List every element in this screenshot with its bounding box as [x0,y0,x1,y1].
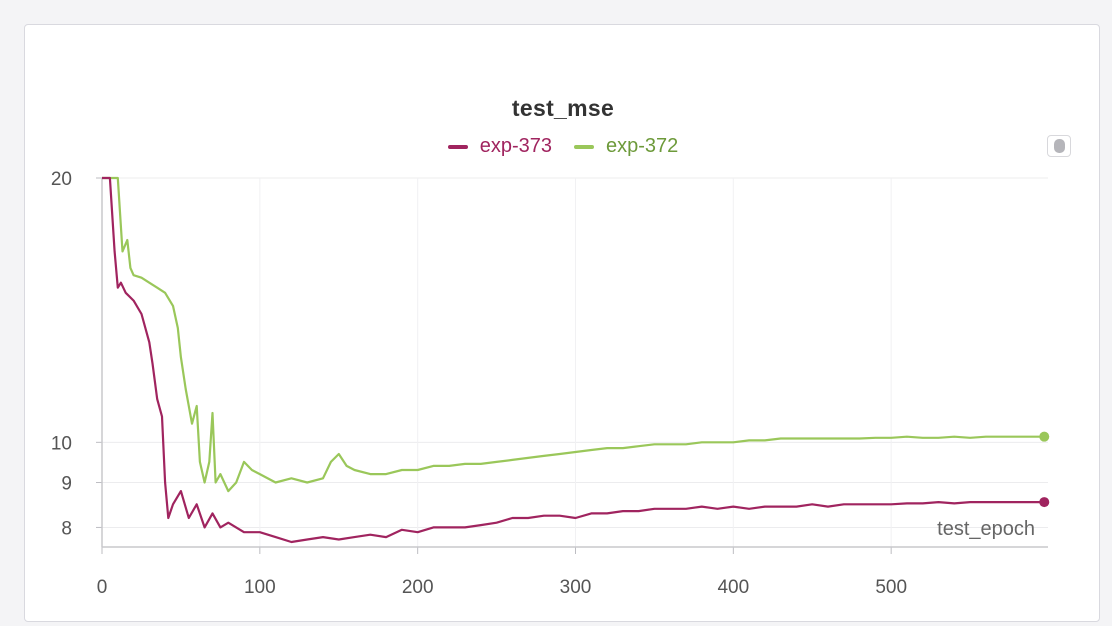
series-line-exp-372 [102,176,1045,493]
x-tick-label: 0 [97,577,108,598]
series [102,176,1050,544]
x-tick-label: 500 [875,577,907,598]
legend-label-exp-373: exp-373 [479,135,552,157]
legend-item-exp-372[interactable]: exp-372 [574,135,678,158]
axes [96,177,1048,554]
legend-item-exp-373[interactable]: exp-373 [447,135,552,158]
y-tick-label: 10 [51,433,72,454]
x-tick-label: 400 [717,577,749,598]
series-endpoint-exp-372 [1039,431,1050,442]
legend-scroll-handle[interactable] [1047,135,1071,157]
series-line-exp-373 [102,176,1045,544]
x-tick-label: 100 [244,577,276,598]
scroll-knob-icon [1054,139,1065,153]
grid [101,177,1048,547]
y-tick-label: 8 [61,518,72,539]
series-endpoint-exp-373 [1039,497,1050,508]
y-tick-label: 20 [51,169,72,190]
x-tick-label: 300 [560,577,592,598]
y-tick-label: 9 [61,474,72,495]
legend-swatch-exp-372 [574,144,594,149]
x-tick-label: 200 [402,577,434,598]
legend: exp-373 exp-372 [25,135,1099,158]
legend-swatch-exp-373 [447,144,468,149]
legend-label-exp-372: exp-372 [606,135,679,157]
x-axis-label: test_epoch [937,518,1035,540]
chart-title: test_mse [511,95,615,121]
